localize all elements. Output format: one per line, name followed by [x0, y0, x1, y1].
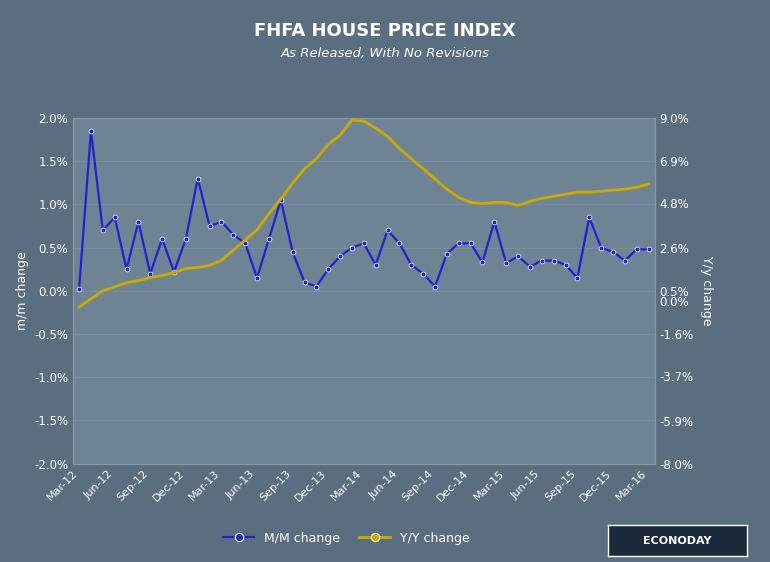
Text: As Released, With No Revisions: As Released, With No Revisions [280, 47, 490, 60]
Text: FHFA HOUSE PRICE INDEX: FHFA HOUSE PRICE INDEX [254, 22, 516, 40]
Y-axis label: Y/y change: Y/y change [700, 256, 713, 325]
Text: ECONODAY: ECONODAY [644, 536, 711, 546]
Y-axis label: m/m change: m/m change [15, 251, 28, 330]
Legend: M/M change, Y/Y change: M/M change, Y/Y change [218, 527, 475, 550]
